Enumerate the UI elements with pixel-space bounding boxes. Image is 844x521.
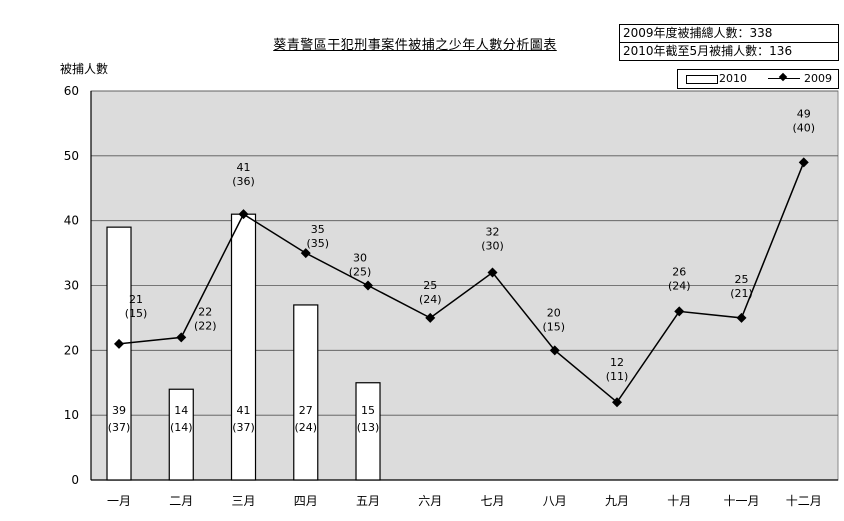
line-value-label: 41 [237, 161, 251, 174]
line-marker-2009 [549, 345, 560, 356]
line-value-label: 21 [129, 293, 143, 306]
x-tick-label: 四月 [294, 494, 318, 508]
line-value-label: 35 [311, 223, 325, 236]
legend-label-2010: 2010 [719, 72, 747, 85]
x-tick-label: 二月 [169, 494, 193, 508]
bar-value-label: 14 [174, 404, 188, 417]
line-sub-label: (15) [125, 307, 148, 320]
legend: 2010 2009 [677, 69, 839, 89]
line-sub-label: (30) [481, 240, 504, 253]
line-marker-2009 [363, 280, 374, 291]
x-tick-label: 十一月 [724, 494, 760, 508]
bar-2010 [168, 388, 194, 481]
y-tick-label: 0 [71, 473, 79, 487]
line-marker-2009 [425, 312, 436, 323]
line-2009 [118, 162, 805, 404]
bar-value-label: 39 [112, 404, 126, 417]
bar-sub-label: (24) [294, 421, 317, 434]
chart-title: 葵青警區干犯刑事案件被捕之少年人數分析圖表 [273, 38, 557, 53]
line-marker-2009 [674, 306, 685, 317]
line-sub-label: (24) [668, 279, 691, 292]
line-value-label: 26 [672, 265, 686, 278]
line-value-label: 49 [797, 107, 811, 120]
bar-2010 [106, 226, 132, 481]
bar-2010 [293, 304, 319, 481]
bar-2010 [355, 382, 381, 481]
line-sub-label: (24) [419, 293, 442, 306]
line-sub-label: (25) [349, 266, 372, 279]
line-marker-2009 [612, 397, 623, 408]
info-total-2010: 2010年截至5月被捕人數：136 [623, 44, 793, 58]
y-axis-label: 被捕人數 [60, 62, 109, 76]
x-tick-label: 八月 [543, 494, 567, 508]
line-sub-label: (22) [194, 319, 217, 332]
x-tick-label: 十二月 [786, 494, 822, 508]
line-value-label: 25 [735, 273, 749, 286]
bar-sub-label: (37) [232, 421, 255, 434]
x-tick-label: 三月 [232, 494, 256, 508]
line-value-label: 22 [198, 305, 212, 318]
y-tick-label: 60 [64, 84, 79, 98]
x-tick-label: 七月 [481, 494, 505, 508]
line-marker-2009 [238, 209, 249, 220]
line-sub-label: (40) [792, 121, 815, 134]
line-sub-label: (36) [232, 175, 255, 188]
line-marker-2009 [300, 248, 311, 259]
bar-2010 [230, 213, 257, 481]
x-tick-label: 五月 [356, 494, 380, 508]
bar-value-label: 15 [361, 404, 375, 417]
y-tick-label: 30 [64, 279, 79, 293]
info-box: 2009年度被捕總人數：338 2010年截至5月被捕人數：136 [619, 24, 839, 61]
line-marker-2009 [114, 338, 125, 349]
y-tick-label: 20 [64, 343, 79, 357]
line-marker-2009 [487, 267, 498, 278]
legend-bar-swatch [686, 75, 718, 84]
y-tick-label: 10 [64, 408, 79, 422]
line-value-label: 20 [547, 306, 561, 319]
line-value-label: 32 [486, 226, 500, 239]
line-sub-label: (15) [542, 320, 565, 333]
bar-sub-label: (13) [357, 421, 380, 434]
x-tick-label: 九月 [605, 494, 629, 508]
legend-label-2009: 2009 [804, 72, 832, 85]
line-value-label: 12 [610, 356, 624, 369]
bar-value-label: 27 [299, 404, 313, 417]
line-sub-label: (35) [306, 237, 329, 250]
line-sub-label: (21) [730, 287, 753, 300]
info-total-2009: 2009年度被捕總人數：338 [620, 25, 838, 43]
line-marker-2009 [798, 157, 809, 168]
line-marker-2009 [736, 312, 747, 323]
y-tick-label: 40 [64, 214, 79, 228]
x-tick-label: 十月 [667, 494, 691, 508]
x-tick-label: 一月 [107, 494, 131, 508]
line-marker-2009 [176, 332, 187, 343]
line-sub-label: (11) [606, 370, 629, 383]
x-tick-label: 六月 [418, 494, 442, 508]
y-tick-label: 50 [64, 149, 79, 163]
bar-value-label: 41 [237, 404, 251, 417]
bar-sub-label: (14) [170, 421, 193, 434]
line-value-label: 30 [353, 252, 367, 265]
bar-sub-label: (37) [108, 421, 131, 434]
line-value-label: 25 [423, 279, 437, 292]
